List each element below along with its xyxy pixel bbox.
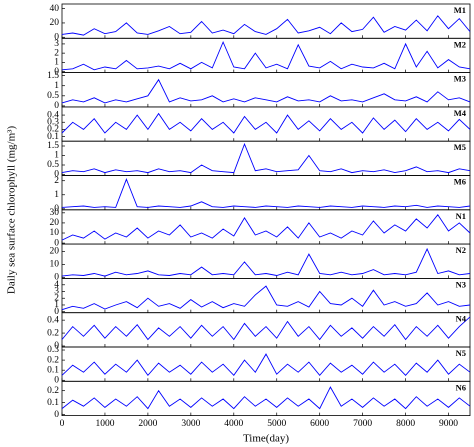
y-tick-label: 2 <box>54 176 59 186</box>
data-line <box>61 112 471 134</box>
y-tick-label: 40 <box>50 4 60 14</box>
y-tick-label: 0 <box>54 204 59 214</box>
y-tick-label: 0.5 <box>47 160 59 170</box>
y-tick-label: 0.2 <box>47 328 59 338</box>
y-tick-label: 0 <box>54 375 59 385</box>
data-line <box>61 178 471 208</box>
x-axis-label: Time(day) <box>243 433 289 445</box>
panel-frame <box>61 3 471 39</box>
panel-frame <box>61 346 471 382</box>
y-tick-label: 0 <box>54 170 59 180</box>
data-line <box>61 214 471 241</box>
data-line <box>61 40 471 71</box>
panel-frame <box>61 380 471 416</box>
y-tick-label: 0.5 <box>47 91 59 101</box>
y-tick-label: 1 <box>54 151 59 161</box>
y-tick-label: 0.3 <box>47 117 59 127</box>
y-tick-label: 0.2 <box>47 386 59 396</box>
x-tick-label: 7000 <box>353 419 372 429</box>
y-tick-label: 0.2 <box>47 125 59 135</box>
x-tick-label: 0 <box>60 419 65 429</box>
y-tick-label: 0.3 <box>47 345 59 355</box>
y-tick-label: 2 <box>54 48 59 58</box>
data-line <box>61 142 471 174</box>
x-tick-label: 4000 <box>224 419 243 429</box>
y-tick-label: 2 <box>54 293 59 303</box>
y-tick-label: 1.5 <box>47 71 59 81</box>
panel-label: N6 <box>456 382 466 392</box>
panel-label: N5 <box>456 348 466 358</box>
x-tick-label: 8000 <box>396 419 415 429</box>
panel-label: N4 <box>456 314 467 324</box>
y-tick-label: 10 <box>50 260 60 270</box>
panel-frame <box>61 277 471 314</box>
data-line <box>61 247 471 277</box>
panel-frame <box>61 106 471 142</box>
x-tick-label: 1000 <box>95 419 114 429</box>
y-tick-label: 1 <box>54 81 59 91</box>
y-tick-label: 3 <box>54 287 59 297</box>
panel-label: M6 <box>454 176 466 186</box>
x-tick-label: 2000 <box>138 419 157 429</box>
panel-label: M4 <box>454 108 467 118</box>
y-tick-label: 20 <box>50 18 60 28</box>
y-tick-label: 1 <box>54 300 59 310</box>
y-tick-label: 10 <box>50 228 60 238</box>
panel-frame <box>61 175 471 211</box>
y-tick-label: 0 <box>54 307 59 317</box>
y-tick-label: 3 <box>54 39 59 49</box>
y-tick-label: 0 <box>54 67 59 77</box>
panel-label: M2 <box>454 39 466 49</box>
y-tick-label: 0.1 <box>47 398 59 408</box>
data-line <box>61 353 471 377</box>
x-tick-label: 6000 <box>310 419 329 429</box>
data-line <box>61 78 471 104</box>
panel-label: N2 <box>456 245 466 255</box>
x-tick-label: 5000 <box>267 419 286 429</box>
x-tick-label: 9000 <box>439 419 458 429</box>
y-tick-label: 30 <box>50 208 60 218</box>
y-tick-label: 1.5 <box>47 141 59 151</box>
y-tick-label: 20 <box>50 218 60 228</box>
x-tick-label: 3000 <box>181 419 200 429</box>
data-line <box>61 15 471 36</box>
y-tick-label: 0.4 <box>47 315 59 325</box>
y-tick-label: 0 <box>54 32 59 42</box>
data-line <box>61 386 471 410</box>
y-tick-label: 0 <box>54 410 59 420</box>
panel-label: N1 <box>456 211 466 221</box>
y-tick-label: 20 <box>50 247 60 257</box>
data-line <box>61 285 471 311</box>
y-tick-label: 0.1 <box>47 365 59 375</box>
y-tick-label: 0.4 <box>47 110 59 120</box>
y-tick-label: 0.1 <box>47 132 59 142</box>
panel-label: M5 <box>454 142 466 152</box>
panel-frame <box>61 140 471 176</box>
y-tick-label: 1 <box>54 58 59 68</box>
y-tick-label: 0 <box>54 341 59 351</box>
y-tick-label: 1 <box>54 190 59 200</box>
panel-label: M3 <box>454 74 466 84</box>
panel-frame <box>61 312 471 348</box>
y-axis-label: Daily sea surface chlorophyll (mg/m³) <box>6 126 18 295</box>
y-tick-label: 0 <box>54 273 59 283</box>
panel-label: M1 <box>454 5 466 15</box>
panel-frame <box>61 72 471 108</box>
y-tick-label: 4 <box>54 280 59 290</box>
panel-label: N3 <box>456 279 466 289</box>
y-tick-label: 0 <box>54 101 59 111</box>
y-tick-label: 0 <box>54 238 59 248</box>
data-line <box>61 316 471 341</box>
y-tick-label: 0.2 <box>47 355 59 365</box>
